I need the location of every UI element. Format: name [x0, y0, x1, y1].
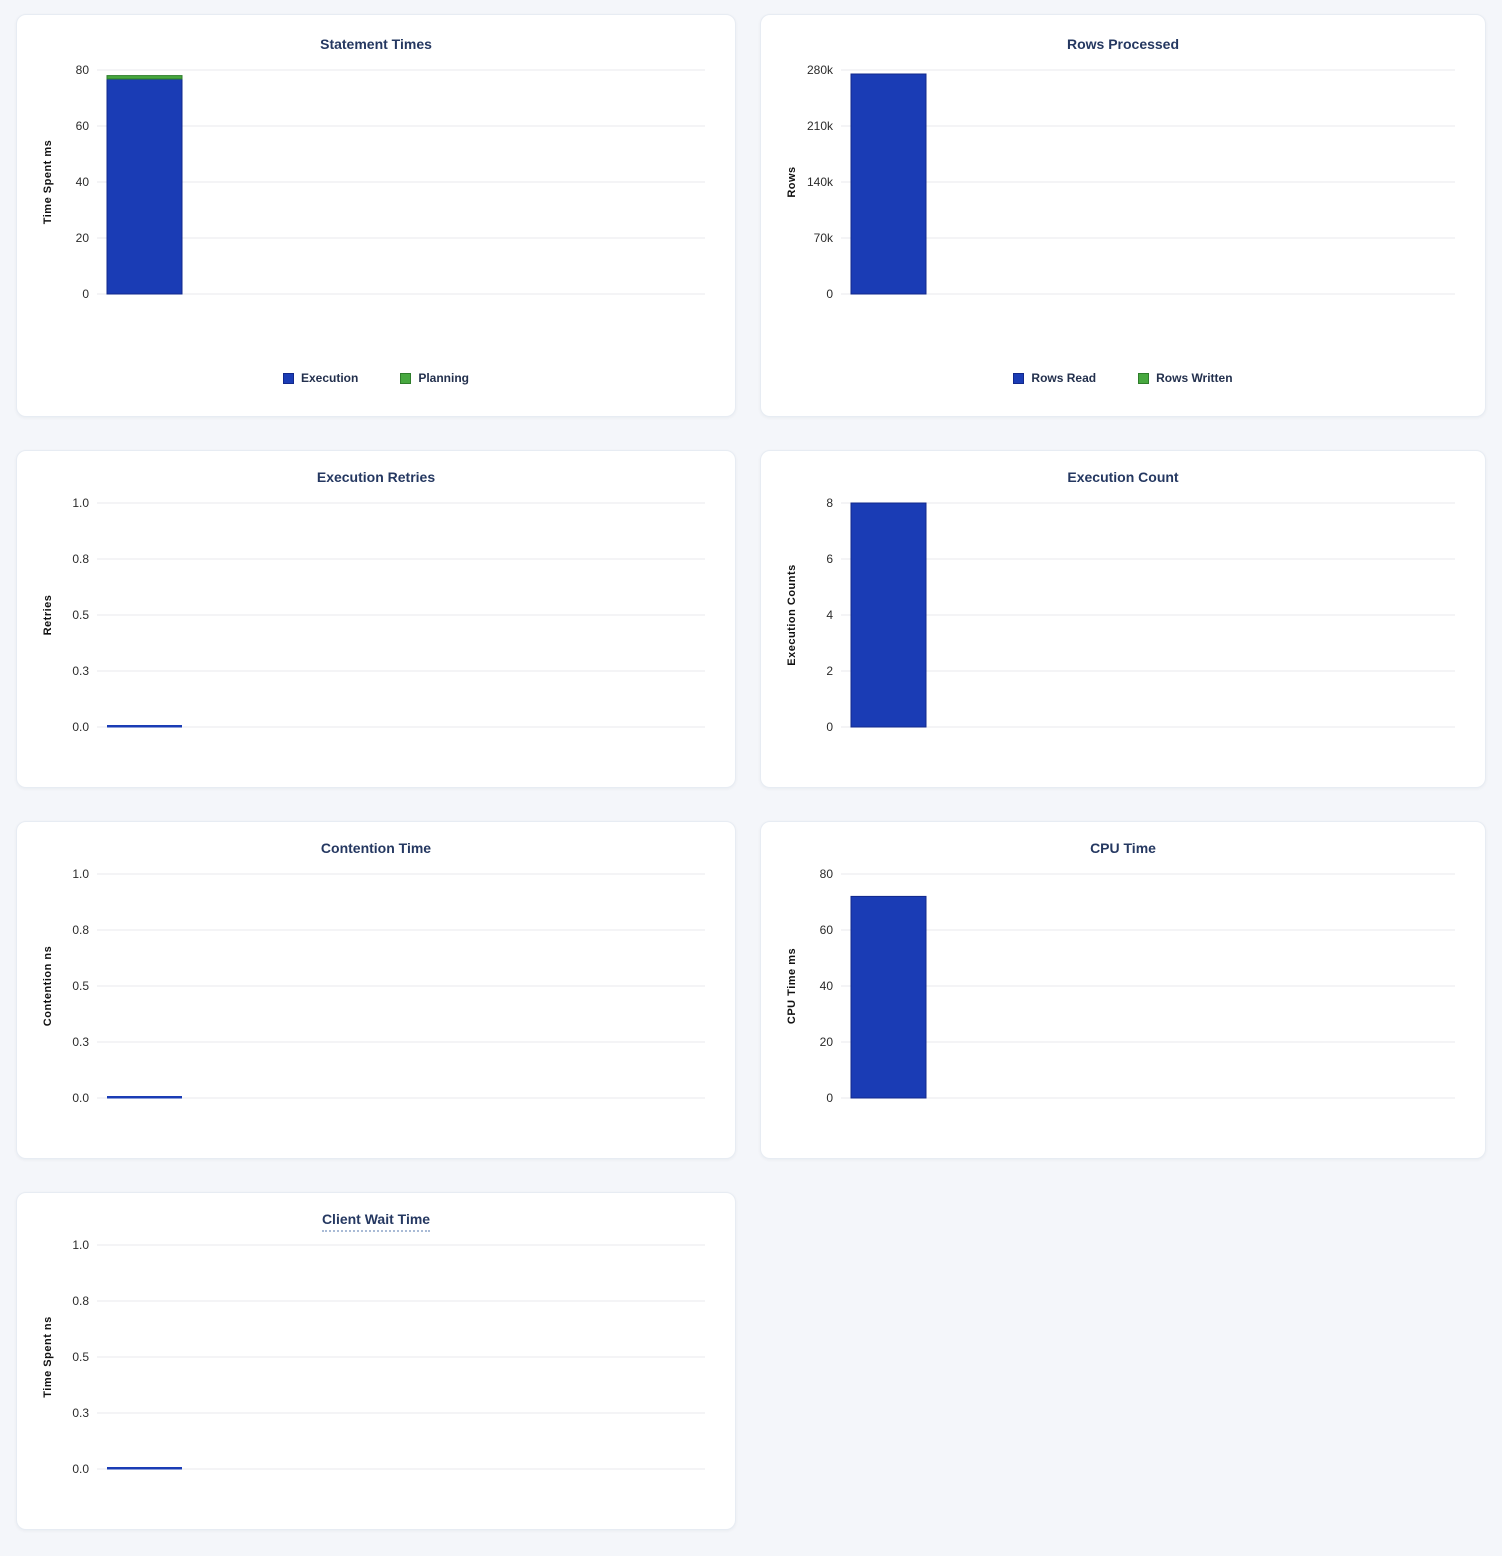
legend-label: Execution: [300, 371, 359, 385]
y-tick-label: 210k: [807, 119, 834, 133]
bar-segment: [106, 78, 183, 295]
y-tick-label: 40: [820, 979, 834, 993]
y-tick-label: 0.0: [72, 1462, 89, 1476]
chart-legend: Execution Planning: [17, 371, 735, 385]
chart-card-execution-count: Execution Count 0 2 4 6 8 Execution Counts: [760, 450, 1486, 788]
cpu-time-bar-chart: 0 20 40 60 80 CPU Time ms: [786, 867, 1455, 1105]
chart-title-statement-times: Statement Times: [17, 36, 735, 52]
y-tick-label: 0.8: [72, 552, 89, 566]
y-axis-label: Time Spent ns: [42, 1316, 54, 1397]
chart-card-execution-retries: Execution Retries 0.0 0.3 0.5 0.8 1.0 Retries: [16, 450, 736, 788]
y-tick-label: 6: [826, 552, 833, 566]
chart-title-text: Statement Times: [320, 36, 432, 52]
legend-swatch: [1138, 372, 1150, 384]
chart-title-text[interactable]: Client Wait Time: [321, 1211, 431, 1232]
y-tick-label: 0.5: [72, 608, 89, 622]
y-tick-label: 80: [820, 867, 834, 881]
chart-title-cpu-time: CPU Time: [761, 840, 1485, 856]
chart-title-text: Contention Time: [320, 840, 432, 856]
y-tick-label: 0.8: [72, 1294, 89, 1308]
y-tick-label: 1.0: [72, 1238, 89, 1252]
legend-item[interactable]: Rows Written: [1138, 371, 1233, 385]
chart-card-cpu-time: CPU Time 0 20 40 60 80 CPU Time ms: [760, 821, 1486, 1159]
legend-label: Rows Written: [1156, 371, 1233, 385]
chart-title-execution-count: Execution Count: [761, 469, 1485, 485]
y-tick-label: 0: [82, 287, 89, 301]
y-tick-label: 0: [826, 720, 833, 734]
legend-item[interactable]: Execution: [282, 371, 359, 385]
legend-swatch: [1013, 372, 1025, 384]
y-tick-label: 0.0: [72, 720, 89, 734]
y-tick-label: 4: [826, 608, 833, 622]
y-tick-label: 60: [76, 119, 90, 133]
bar-segment: [850, 502, 927, 728]
chart-title-text: Execution Count: [1067, 469, 1179, 485]
y-tick-label: 0.3: [72, 1406, 89, 1420]
bar-segment: [850, 73, 927, 295]
y-tick-label: 140k: [807, 175, 834, 189]
chart-title-client-wait-time: Client Wait Time: [17, 1211, 735, 1232]
chart-title-text: Rows Processed: [1066, 36, 1180, 52]
y-tick-label: 0.3: [72, 1035, 89, 1049]
y-tick-label: 80: [76, 63, 90, 77]
y-axis-label: Contention ns: [42, 946, 54, 1026]
chart-card-statement-times: Statement Times 0 20 40 60 80 Time Spent ms E…: [16, 14, 736, 417]
y-axis-label: Rows: [786, 166, 798, 197]
zero-value-bar: [107, 725, 182, 728]
y-tick-label: 0.0: [72, 1091, 89, 1105]
y-tick-label: 1.0: [72, 867, 89, 881]
chart-card-contention-time: Contention Time 0.0 0.3 0.5 0.8 1.0 Contentio…: [16, 821, 736, 1159]
rows-processed-bar-chart: 0 70k 140k 210k 280k Rows: [786, 63, 1455, 301]
chart-title-rows-processed: Rows Processed: [761, 36, 1485, 52]
y-tick-label: 0.3: [72, 664, 89, 678]
y-tick-label: 0: [826, 1091, 833, 1105]
y-tick-label: 1.0: [72, 496, 89, 510]
y-tick-label: 60: [820, 923, 834, 937]
legend-swatch: [282, 372, 294, 384]
execution-count-bar-chart: 0 2 4 6 8 Execution Counts: [786, 496, 1455, 734]
y-tick-label: 0: [826, 287, 833, 301]
chart-title-execution-retries: Execution Retries: [17, 469, 735, 485]
chart-title-contention-time: Contention Time: [17, 840, 735, 856]
chart-title-text: CPU Time: [1090, 840, 1156, 856]
chart-card-rows-processed: Rows Processed 0 70k 140k 210k 280k Rows Rows…: [760, 14, 1486, 417]
y-tick-label: 0.5: [72, 979, 89, 993]
legend-swatch: [400, 372, 412, 384]
y-tick-label: 20: [76, 231, 90, 245]
zero-value-bar: [107, 1096, 182, 1099]
legend-item[interactable]: Rows Read: [1013, 371, 1096, 385]
execution-retries-bar-chart: 0.0 0.3 0.5 0.8 1.0 Retries: [42, 496, 705, 734]
legend-label: Planning: [418, 371, 470, 385]
y-tick-label: 2: [826, 664, 833, 678]
y-axis-label: Time Spent ms: [42, 140, 54, 225]
y-axis-label: Execution Counts: [786, 564, 798, 666]
bar-segment: [850, 895, 927, 1099]
zero-value-bar: [107, 1467, 182, 1470]
legend-item[interactable]: Planning: [400, 371, 469, 385]
y-tick-label: 40: [76, 175, 90, 189]
statement-times-bar-chart: 0 20 40 60 80 Time Spent ms: [42, 63, 705, 301]
chart-card-client-wait-time: Client Wait Time 0.0 0.3 0.5 0.8 1.0 Time Spe…: [16, 1192, 736, 1530]
chart-title-text: Execution Retries: [316, 469, 436, 485]
client-wait-time-bar-chart: 0.0 0.3 0.5 0.8 1.0 Time Spent ns: [42, 1238, 705, 1476]
legend-label: Rows Read: [1031, 371, 1097, 385]
bar-segment: [106, 75, 183, 80]
contention-time-bar-chart: 0.0 0.3 0.5 0.8 1.0 Contention ns: [42, 867, 705, 1105]
y-tick-label: 70k: [814, 231, 834, 245]
chart-legend: Rows Read Rows Written: [761, 371, 1485, 385]
y-tick-label: 280k: [807, 63, 834, 77]
y-tick-label: 0.8: [72, 923, 89, 937]
y-tick-label: 0.5: [72, 1350, 89, 1364]
y-tick-label: 8: [826, 496, 833, 510]
y-tick-label: 20: [820, 1035, 834, 1049]
y-axis-label: CPU Time ms: [786, 948, 798, 1024]
y-axis-label: Retries: [42, 595, 54, 636]
